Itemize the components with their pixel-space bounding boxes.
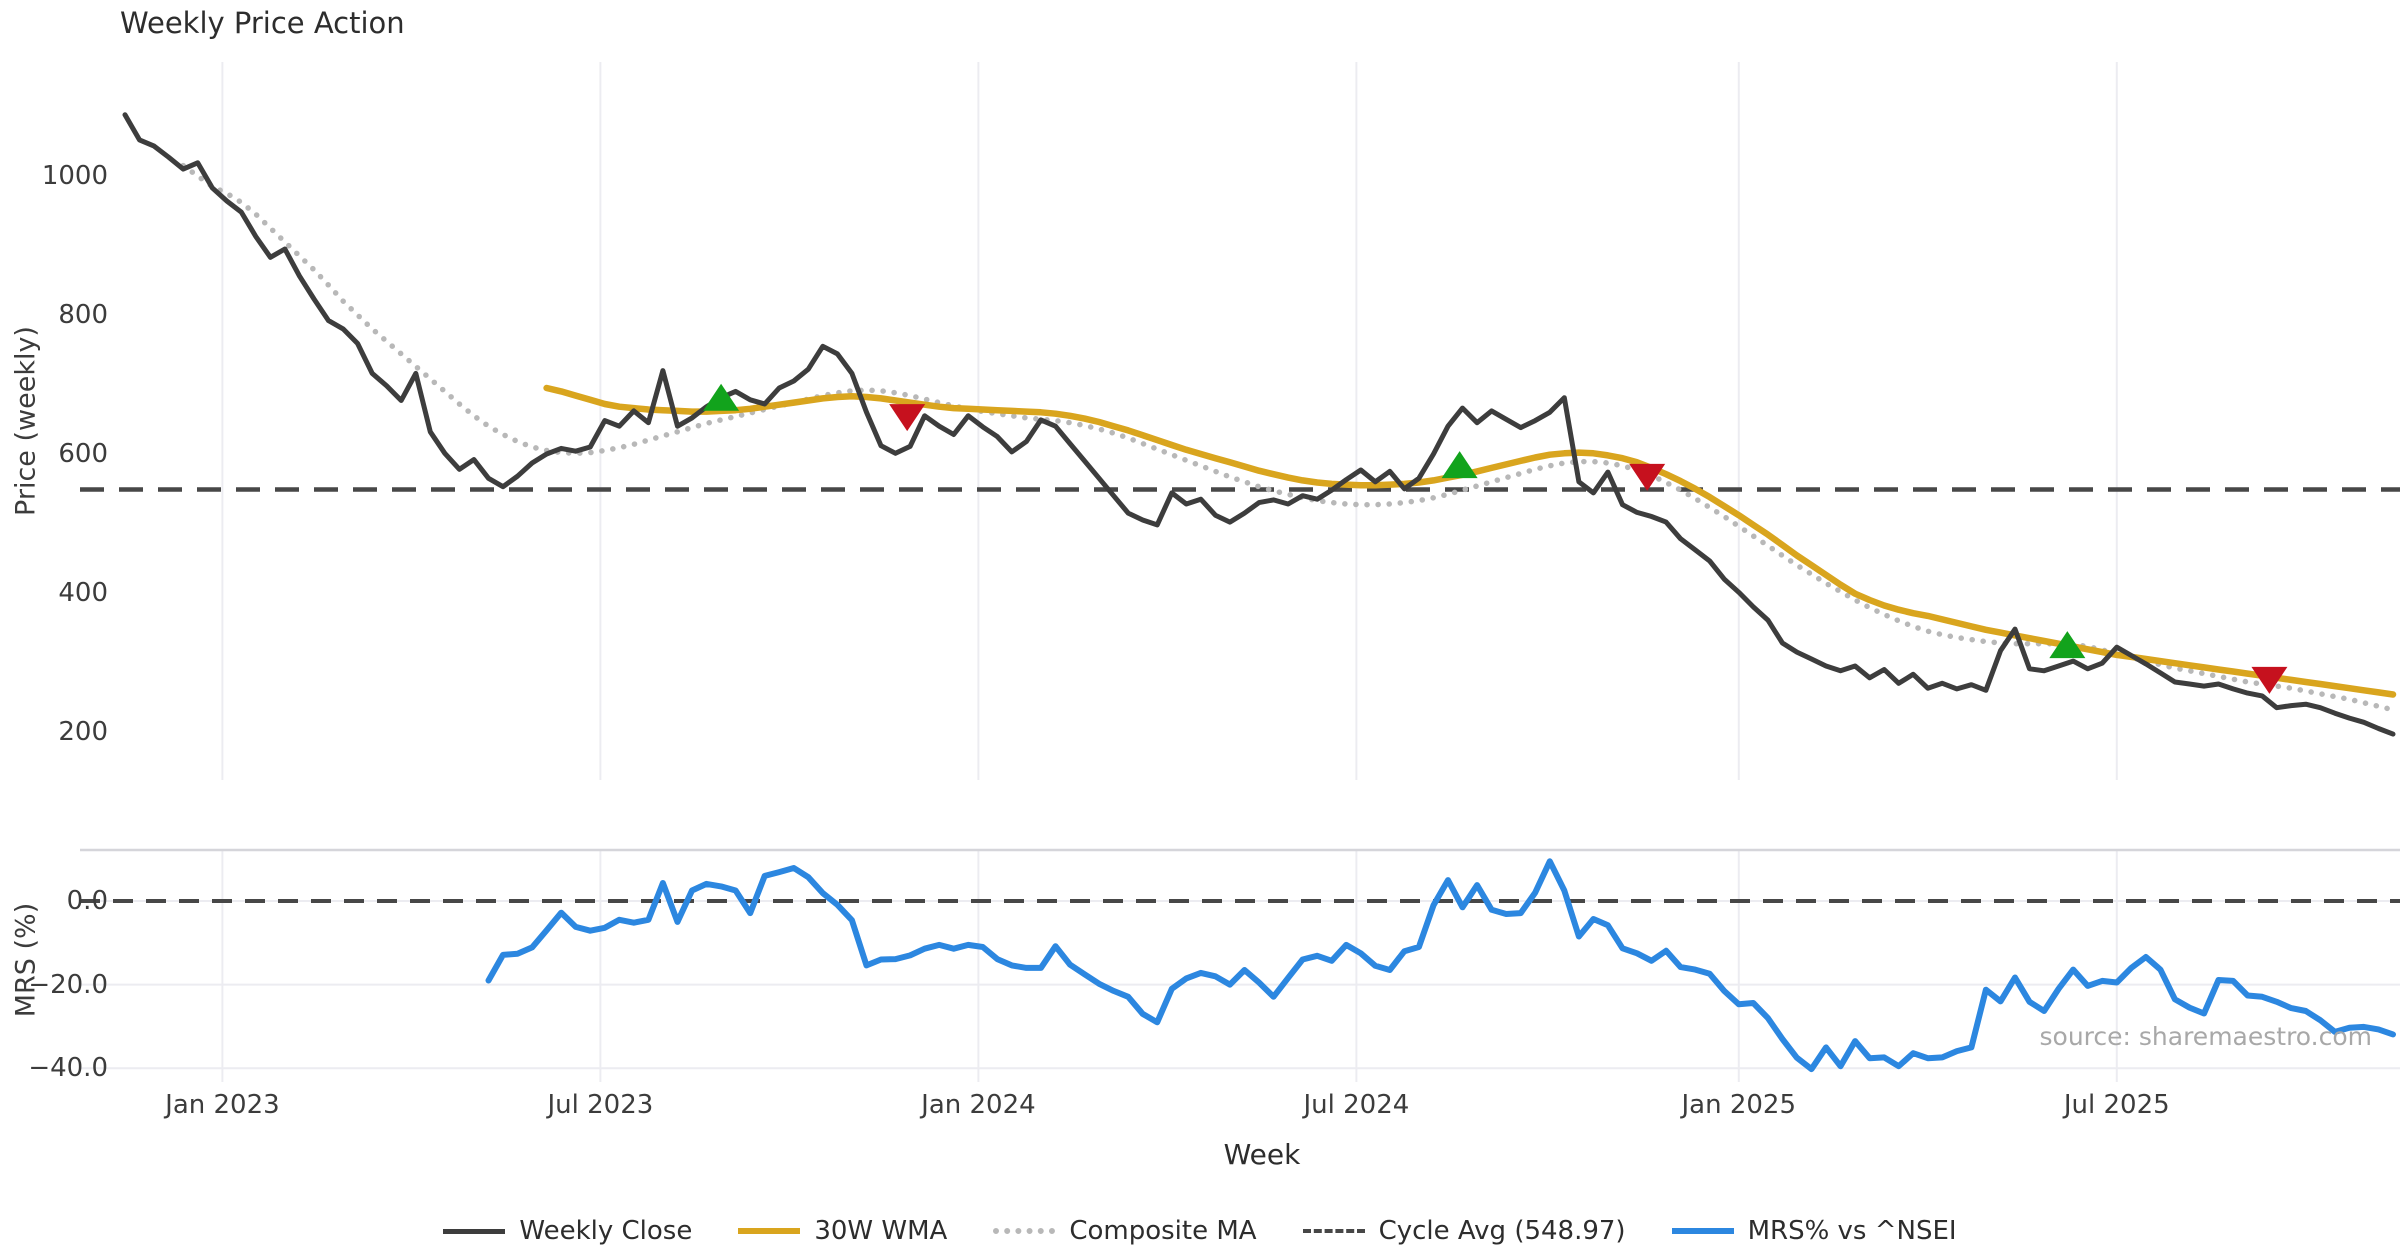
x-tick: Jul 2025 [2063,1090,2170,1120]
y-tick-mrs: −20.0 [28,969,108,1000]
legend-item: 30W WMA [738,1216,947,1246]
mrs-line [485,858,2396,1073]
x-tick: Jul 2024 [1303,1090,1410,1120]
legend-swatch-solid [738,1228,801,1234]
x-tick: Jul 2023 [547,1090,654,1120]
y-axis-label-price: Price (weekly) [10,326,42,516]
legend-label: Weekly Close [519,1216,693,1246]
sell-signal-marker [2251,666,2288,694]
y-tick-price: 600 [58,439,108,469]
legend-label: Cycle Avg (548.97) [1378,1216,1626,1246]
legend: Weekly Close 30W WMA Composite MA Cycle Avg… [0,1216,2400,1246]
x-tick: Jan 2025 [1681,1090,1797,1120]
sell-signal-marker [1629,463,1666,491]
y-tick-mrs: 0.0 [66,886,108,916]
legend-label: MRS% vs ^NSEI [1747,1216,1957,1246]
legend-item: MRS% vs ^NSEI [1671,1216,1957,1246]
y-tick-price: 400 [58,578,108,608]
page-title: Weekly Price Action [120,6,405,40]
sell-signal-marker [889,404,926,432]
y-tick-price: 800 [58,300,108,330]
y-tick-mrs: −40.0 [28,1053,108,1084]
x-axis-label: Week [1223,1138,1301,1171]
legend-item: Weekly Close [443,1216,692,1246]
composite-ma-line [180,162,2396,713]
weekly-close-line [122,112,2396,737]
y-axis-label-mrs: MRS (%) [10,902,42,1018]
legend-item: Cycle Avg (548.97) [1302,1216,1626,1246]
y-tick-price: 200 [58,717,108,747]
legend-swatch-dotted [993,1228,1056,1234]
legend-swatch-dashed [1302,1229,1365,1233]
buy-signal-marker [1441,451,1478,479]
legend-label: 30W WMA [814,1216,948,1246]
x-tick: Jan 2024 [921,1090,1036,1120]
y-tick-price: 1000 [41,161,108,191]
legend-swatch-solid [443,1228,506,1234]
legend-swatch-solid [1671,1228,1734,1234]
x-tick: Jan 2023 [165,1090,280,1120]
source-watermark: source: sharemaestro.com [2039,1022,2373,1051]
legend-label: Composite MA [1069,1216,1257,1246]
buy-signal-marker [2049,631,2086,659]
buy-signal-marker [703,383,740,411]
legend-item: Composite MA [993,1216,1257,1246]
